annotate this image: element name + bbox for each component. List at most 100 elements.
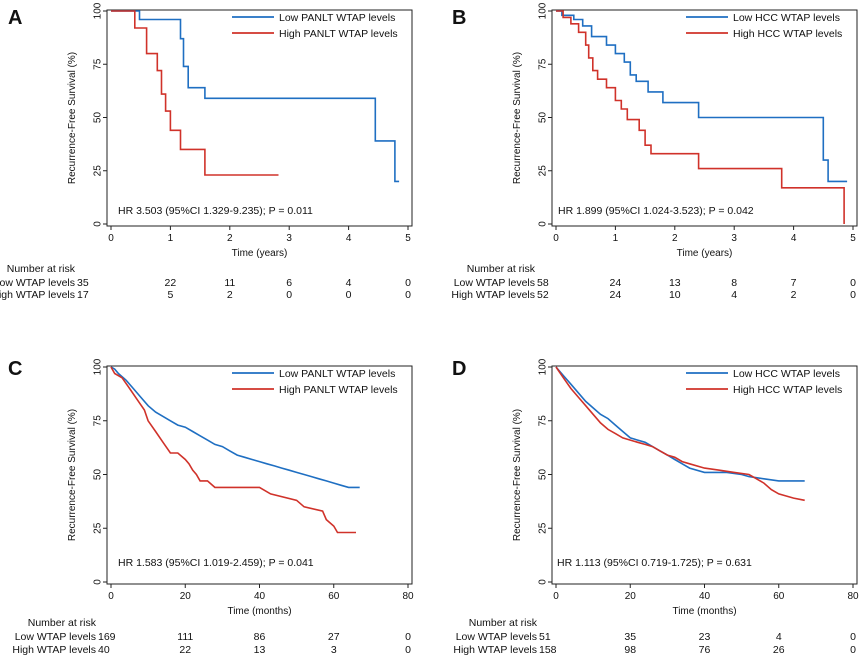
panel-c-ytick-label: 100 — [93, 358, 104, 375]
panel-a-risk-count: 0 — [286, 289, 292, 301]
panel-c-risk-count: 169 — [98, 631, 116, 643]
panel-d-ytick-label: 25 — [538, 522, 549, 534]
panel-a-series-high-line — [111, 10, 279, 176]
panel-b-risk-count: 10 — [669, 289, 681, 301]
panel-d-xlabel: Time (months) — [672, 606, 736, 617]
panel-c-label: C — [8, 358, 22, 380]
panel-b-xtick-label: 1 — [613, 233, 619, 244]
panel-c-hr-annotation: HR 1.583 (95%CI 1.019-2.459); P = 0.041 — [118, 557, 314, 569]
panel-d-risk-count: 98 — [624, 644, 636, 656]
panel-c-risk-count: 3 — [331, 644, 337, 656]
panel-d-label: D — [452, 358, 466, 380]
panel-c-xtick-label: 20 — [180, 591, 192, 602]
panel-b-hr-annotation: HR 1.899 (95%CI 1.024-3.523); P = 0.042 — [558, 205, 754, 217]
panel-b-risk-count: 4 — [731, 289, 737, 301]
panel-b-series-high-line — [556, 10, 845, 224]
panel-b-risk-count: 8 — [731, 277, 737, 289]
panel-c-xtick-label: 0 — [108, 591, 114, 602]
panel-b-ytick-label: 75 — [538, 58, 549, 70]
panel-d-xtick-label: 40 — [699, 591, 711, 602]
panel-b-risk-count: 0 — [850, 277, 856, 289]
panel-a-xtick-label: 5 — [405, 233, 411, 244]
panel-a-risk-heading: Number at risk — [7, 263, 76, 275]
panel-d-risk-row-label: High WTAP levels — [453, 644, 537, 656]
panel-d-risk-count: 0 — [850, 644, 856, 656]
panel-d-risk-count: 26 — [773, 644, 785, 656]
panel-a-xtick-label: 0 — [108, 233, 114, 244]
panel-a-xlabel: Time (years) — [232, 248, 288, 259]
panel-c-risk-row-label: High WTAP levels — [12, 644, 96, 656]
panel-a-risk-count: 6 — [286, 277, 292, 289]
panel-a-risk-count: 0 — [405, 289, 411, 301]
panel-c-xtick-label: 60 — [328, 591, 340, 602]
panel-b-risk-count: 24 — [610, 277, 622, 289]
panel-a-xtick-label: 1 — [168, 233, 174, 244]
panel-d-risk-count: 0 — [850, 631, 856, 643]
panel-a-risk-count: 4 — [346, 277, 352, 289]
panel-d-ylabel: Recurrence-Free Survival (%) — [512, 409, 523, 541]
panel-b-ytick-label: 25 — [538, 165, 549, 177]
panel-d-ytick-label: 0 — [538, 579, 549, 585]
panel-d-xtick-label: 80 — [847, 591, 859, 602]
panel-d-xtick-label: 20 — [625, 591, 637, 602]
panel-a-risk-count: 22 — [165, 277, 177, 289]
panel-d-risk-count: 158 — [539, 644, 557, 656]
panel-a-ytick-label: 25 — [93, 165, 104, 177]
panel-b-xlabel: Time (years) — [677, 248, 733, 259]
panel-b-risk-count: 58 — [537, 277, 549, 289]
panel-c-series-low-line — [110, 366, 360, 489]
panel-c-risk-count: 111 — [177, 631, 193, 643]
panel-b-legend-label-high: High HCC WTAP levels — [733, 28, 842, 40]
panel-a-risk-count: 17 — [77, 289, 89, 301]
panel-c-risk-count: 27 — [328, 631, 340, 643]
panel-d-risk-count: 4 — [776, 631, 782, 643]
panel-b-ylabel: Recurrence-Free Survival (%) — [512, 52, 523, 184]
panel-c-risk-heading: Number at risk — [28, 617, 97, 629]
panel-d-risk-heading: Number at risk — [469, 617, 538, 629]
panel-a-risk-row-label: High WTAP levels — [0, 289, 75, 301]
panel-a-series-low-line — [111, 10, 400, 183]
panel-d-risk-count: 76 — [699, 644, 711, 656]
panel-a-xtick-label: 4 — [346, 233, 352, 244]
panel-c-series-high-line — [110, 366, 356, 534]
panel-d-series-low-line — [555, 366, 805, 482]
panel-d-risk-count: 51 — [539, 631, 551, 643]
panel-c-risk-count: 22 — [179, 644, 191, 656]
panel-d-legend-label-low: Low HCC WTAP levels — [733, 368, 840, 380]
panel-a-legend-label-high: High PANLT WTAP levels — [279, 28, 398, 40]
panel-b-series-low-line — [556, 10, 848, 183]
panel-c-risk-count: 13 — [254, 644, 266, 656]
panel-c-risk-count: 86 — [254, 631, 266, 643]
panel-b-risk-count: 52 — [537, 289, 549, 301]
panel-b-risk-row-label: High WTAP levels — [451, 289, 535, 301]
panel-b-xtick-label: 3 — [731, 233, 737, 244]
panel-b-risk-count: 2 — [791, 289, 797, 301]
panel-b-risk-row-label: Low WTAP levels — [454, 277, 535, 289]
panel-d-ytick-label: 50 — [538, 469, 549, 481]
panel-d-ytick-label: 100 — [538, 358, 549, 375]
panel-c-legend-label-high: High PANLT WTAP levels — [279, 384, 398, 396]
panel-d-risk-count: 23 — [699, 631, 711, 643]
panel-a-ytick-label: 75 — [93, 58, 104, 70]
panel-c-xtick-label: 80 — [402, 591, 414, 602]
panel-a-ytick-label: 0 — [93, 221, 104, 227]
panel-a-risk-row-label: Low WTAP levels — [0, 277, 75, 289]
panel-a-label: A — [8, 7, 22, 29]
panel-b-risk-count: 24 — [610, 289, 622, 301]
panel-a-ylabel: Recurrence-Free Survival (%) — [67, 52, 78, 184]
panel-b-xtick-label: 2 — [672, 233, 678, 244]
panel-a-risk-count: 11 — [224, 277, 235, 289]
panel-a-hr-annotation: HR 3.503 (95%CI 1.329-9.235); P = 0.011 — [118, 205, 313, 217]
panel-b-risk-count: 0 — [850, 289, 856, 301]
panel-b-label: B — [452, 7, 466, 29]
panel-d-risk-row-label: Low WTAP levels — [456, 631, 537, 643]
panel-c-ylabel: Recurrence-Free Survival (%) — [67, 409, 78, 541]
panel-b-ytick-label: 0 — [538, 221, 549, 227]
panel-b-xtick-label: 5 — [850, 233, 856, 244]
panel-c-xlabel: Time (months) — [227, 606, 291, 617]
panel-d-hr-annotation: HR 1.113 (95%CI 0.719-1.725); P = 0.631 — [557, 557, 752, 569]
panel-b-risk-count: 13 — [669, 277, 681, 289]
panel-b-xtick-label: 0 — [553, 233, 559, 244]
panel-c-plot-frame — [106, 365, 413, 585]
panel-a-legend-label-low: Low PANLT WTAP levels — [279, 12, 395, 24]
